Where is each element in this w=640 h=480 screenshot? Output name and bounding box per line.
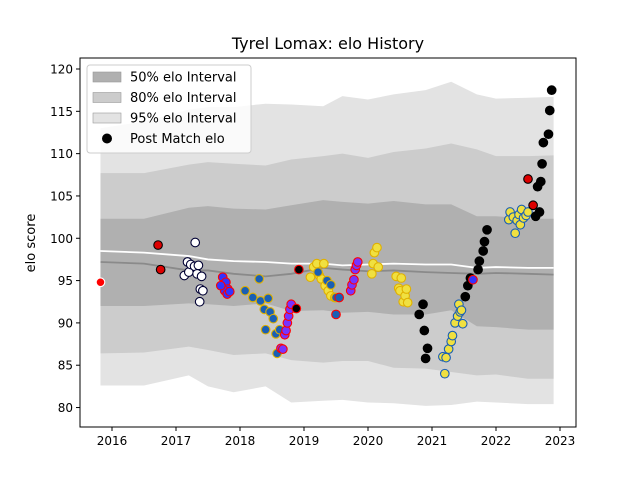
post-match-point [153,240,163,250]
post-match-point [523,207,533,217]
post-match-point [263,293,274,304]
legend-label: Post Match elo [130,132,225,147]
post-match-point [538,137,549,148]
post-match-point [373,262,384,272]
post-match-point [349,274,359,285]
post-match-point [447,330,458,341]
x-tick-label: 2016 [97,434,128,448]
post-match-point [460,291,471,302]
post-match-point [479,236,490,247]
post-match-point [193,260,204,271]
chart-title: Tyrel Lomax: elo History [231,34,424,53]
post-match-point [420,353,431,364]
post-match-point [473,264,483,275]
post-match-point [240,285,250,296]
post-match-point [528,200,538,211]
post-match-point [457,318,468,329]
y-axis-label: elo score [24,214,39,273]
y-tick-label: 100 [50,232,73,246]
post-match-point [523,174,533,184]
post-match-point [482,224,492,235]
y-tick-label: 90 [58,316,73,330]
post-match-point [194,296,205,307]
mean-line [100,250,554,269]
post-match-point [537,158,547,169]
x-tick-label: 2017 [161,434,192,448]
post-match-point [334,292,345,303]
post-match-point [268,313,279,324]
post-match-point [396,273,407,283]
legend-swatch-band95 [92,112,122,124]
post-match-point [318,258,329,269]
post-match-point [155,264,166,275]
legend-label: 95% elo Interval [130,112,237,127]
post-match-point [441,352,451,363]
y-tick-label: 120 [50,63,73,77]
x-tick-label: 2023 [545,434,576,448]
post-match-point [546,85,557,96]
post-match-point [535,176,546,187]
post-match-point [190,237,201,248]
post-match-point [196,271,207,282]
post-match-point [260,324,271,335]
match-points [95,85,557,379]
post-match-point [402,297,413,308]
plot-area [100,81,554,406]
post-match-point [372,242,382,253]
post-match-point [534,207,545,217]
post-match-point [352,257,363,267]
legend-box [86,64,252,154]
post-match-point [468,274,478,285]
post-match-point [366,268,377,279]
post-match-point [414,309,425,320]
axes-frame [79,57,577,428]
y-tick-label: 80 [58,401,73,415]
post-match-point [215,280,226,291]
post-match-point [544,105,555,116]
post-match-point [510,228,521,239]
axes: 2016 2017 2018 2019 2020 2021 2022 2023 80 85 90 95… [50,57,577,448]
post-match-point [254,274,265,284]
x-tick-label: 2018 [225,434,256,448]
post-match-point [305,272,316,283]
post-match-point [294,264,304,275]
post-match-point [401,284,412,294]
legend-swatch-band80 [92,92,122,103]
y-tick-label: 110 [50,147,73,161]
post-match-point [313,267,323,277]
legend-label: 50% elo Interval [130,71,237,86]
x-tick-label: 2021 [417,434,448,448]
x-tick-label: 2020 [353,434,384,448]
post-match-point [419,325,430,336]
post-match-point [326,279,336,290]
post-match-point [291,303,302,314]
post-match-point [439,368,450,379]
post-match-point [95,277,106,288]
legend-swatch-dot [102,133,112,144]
post-match-point [278,344,288,354]
post-match-point [422,343,433,354]
legend-swatch-band50 [92,71,122,83]
legend-label: 80% elo Interval [130,91,237,106]
post-match-point [331,309,341,320]
post-match-point [478,246,489,256]
post-match-point [418,299,428,310]
x-tick-label: 2022 [481,434,512,448]
y-tick-label: 105 [50,189,73,203]
y-tick-label: 115 [50,105,73,119]
x-tick-label: 2019 [289,434,320,448]
post-match-point [456,305,467,316]
post-match-point [474,256,485,266]
post-match-point [224,286,235,297]
legend: 50% elo Interval 80% elo Interval 95% elo … [86,64,252,154]
median-line [100,261,554,278]
y-tick-label: 95 [58,274,73,288]
post-match-point [543,129,554,140]
post-match-point [198,285,208,296]
y-tick-label: 85 [58,359,73,373]
